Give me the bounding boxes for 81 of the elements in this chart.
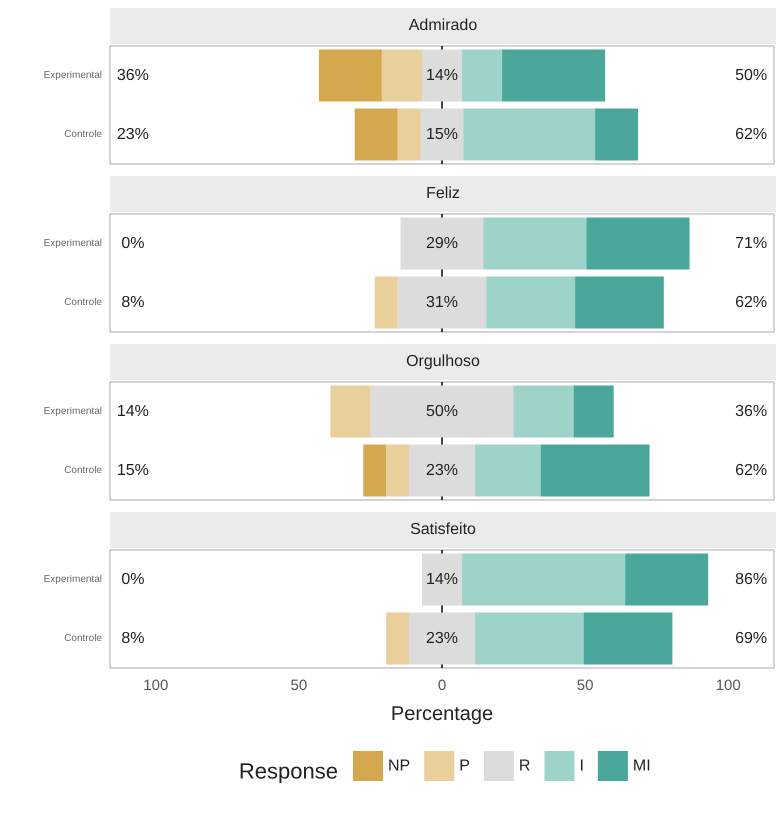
bar (474, 444, 541, 496)
annotation: 15% (426, 126, 458, 143)
bar (354, 108, 398, 160)
bar (463, 108, 596, 160)
annotation: 36% (735, 403, 768, 420)
annotation: 86% (735, 571, 768, 588)
bar (484, 218, 587, 270)
chart-title: Admirado (110, 8, 776, 44)
annotation: 23% (426, 462, 458, 479)
bar (422, 554, 462, 606)
bar (584, 612, 672, 664)
legend-label: NP (388, 758, 410, 774)
bar (370, 386, 514, 438)
bar (625, 554, 708, 606)
annotation: 14% (116, 403, 149, 420)
bar (420, 108, 464, 160)
chart-title: Feliz (110, 176, 776, 212)
x-tick-label: 50 (290, 677, 308, 694)
annotation: 23% (426, 630, 458, 647)
bar (462, 50, 502, 102)
y-tick-label: Controle (64, 465, 102, 476)
legend-title: Response (238, 758, 338, 784)
annotation: 50% (735, 67, 768, 84)
annotation: 31% (426, 294, 458, 311)
annotation: 23% (116, 126, 149, 143)
bar (586, 218, 690, 270)
bar (409, 444, 475, 496)
legend-label: P (459, 758, 470, 774)
bar (330, 386, 370, 438)
legend-label: MI (632, 758, 651, 774)
bar (502, 50, 606, 102)
x-tick-label: 100 (716, 677, 741, 694)
annotation: 14% (426, 571, 458, 588)
annotation: 62% (735, 294, 768, 311)
bar (474, 612, 584, 664)
bar (575, 276, 664, 328)
bar (386, 444, 410, 496)
annotation: 8% (121, 294, 144, 311)
chart-title: Satisfeito (110, 512, 776, 548)
y-tick-label: Controle (64, 129, 102, 140)
annotation: 0% (121, 235, 144, 252)
bar (486, 276, 576, 328)
y-tick-label: Experimental (44, 238, 102, 249)
annotation: 69% (735, 630, 768, 647)
y-tick-label: Controle (64, 633, 102, 644)
annotation: 62% (735, 462, 768, 479)
y-tick-label: Experimental (44, 406, 102, 417)
annotation: 14% (426, 67, 458, 84)
annotation: 29% (426, 235, 458, 252)
annotation: 0% (121, 571, 144, 588)
legend-label: I (579, 758, 584, 774)
bar (540, 444, 650, 496)
chart-title: Orgulhoso (110, 344, 776, 380)
bar (398, 276, 486, 328)
annotation: 15% (116, 462, 149, 479)
bar (374, 276, 398, 328)
bar (574, 386, 614, 438)
bar (514, 386, 574, 438)
bar (462, 554, 626, 606)
annotation: 62% (735, 126, 768, 143)
bar (318, 50, 382, 102)
annotation: 36% (116, 67, 149, 84)
y-tick-label: Experimental (44, 70, 102, 81)
bar (595, 108, 638, 160)
annotation: 50% (426, 403, 458, 420)
x-tick-label: 50 (576, 677, 594, 694)
y-tick-label: Controle (64, 297, 102, 308)
bar (363, 444, 386, 496)
y-tick-label: Experimental (44, 574, 102, 585)
bar (382, 50, 422, 102)
x-tick-label: 100 (143, 677, 168, 694)
bar (400, 218, 484, 270)
bar (409, 612, 475, 664)
annotation: 8% (121, 630, 144, 647)
legend-label: R (518, 758, 530, 774)
x-axis-title: Percentage (390, 703, 494, 725)
annotation: 71% (735, 235, 768, 252)
bar (386, 612, 410, 664)
bar (398, 108, 421, 160)
bar (422, 50, 462, 102)
x-tick-label: 0 (438, 677, 446, 694)
